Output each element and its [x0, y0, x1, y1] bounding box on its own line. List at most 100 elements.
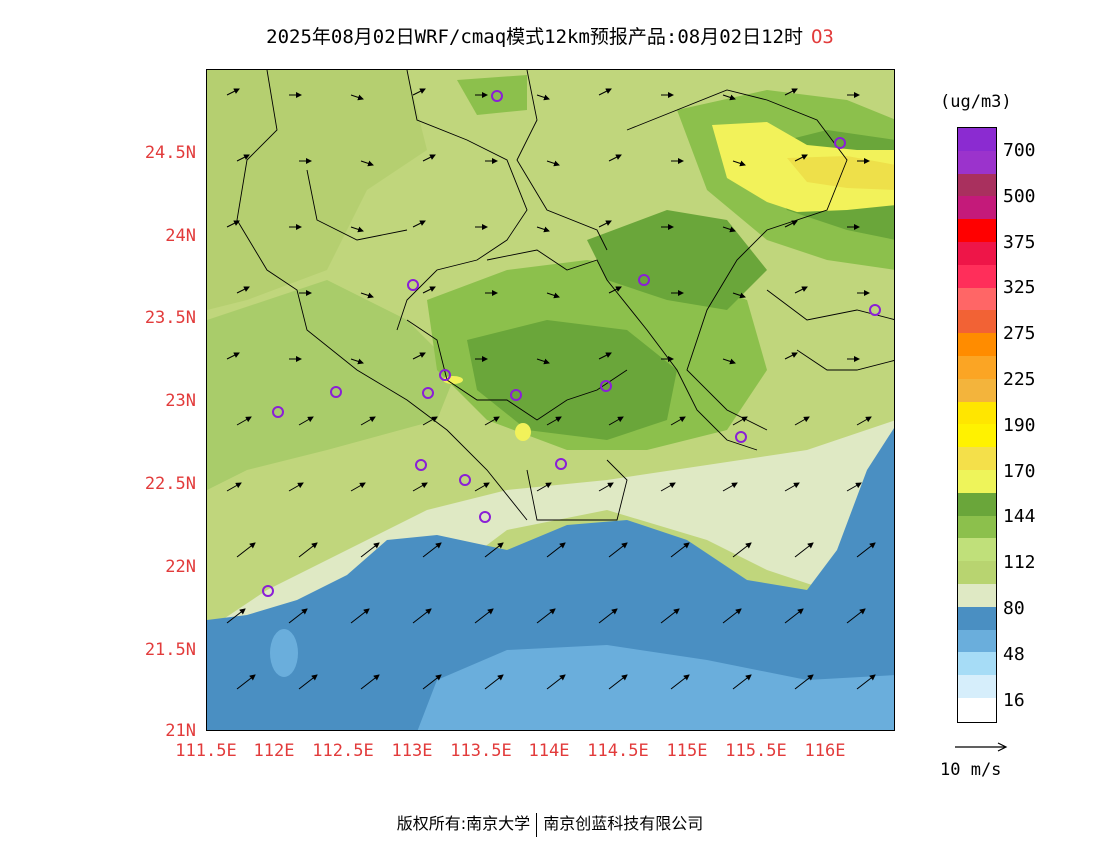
colorbar-swatch [958, 401, 996, 425]
wind-arrow [422, 154, 436, 162]
wind-arrow [226, 352, 240, 360]
colorbar-swatch [958, 128, 996, 151]
sea-area [207, 428, 894, 730]
wind-arrow [236, 154, 250, 162]
wind-arrow [732, 416, 748, 426]
colorbar-label: 170 [1003, 460, 1036, 482]
wind-arrow [288, 482, 304, 492]
wind-arrow [298, 542, 318, 558]
wind-arrow [536, 358, 550, 365]
wind-arrow [784, 88, 798, 96]
wind-arrow [536, 94, 550, 101]
wind-arrow [474, 482, 490, 492]
company-name: 南京创蓝科技有限公司 [543, 814, 704, 833]
colorbar-label: 500 [1003, 185, 1036, 207]
wind-arrow [660, 608, 680, 624]
colorbar-swatch [958, 264, 996, 288]
wind-arrow [732, 674, 752, 690]
lon-tick: 112E [253, 741, 295, 761]
wind-arrow [236, 674, 256, 690]
land-mid-region [207, 280, 457, 490]
wind-arrow [784, 482, 800, 492]
wind-arrow [794, 416, 810, 426]
wind-arrow [732, 542, 752, 558]
colorbar-swatch [958, 378, 996, 402]
admin-boundaries [236, 70, 894, 521]
wind-arrow [722, 94, 736, 101]
colorbar-label: 325 [1003, 277, 1036, 299]
wind-arrow [598, 88, 612, 96]
colorbar-swatch [958, 675, 996, 698]
monitoring-stations [262, 90, 881, 597]
wind-arrow [794, 154, 808, 162]
wind-arrow [536, 226, 550, 233]
station-marker [869, 304, 881, 316]
wind-arrow [608, 154, 622, 162]
lat-tick: 22.5N [144, 474, 196, 494]
station-marker [459, 474, 471, 486]
colorbar-swatch [958, 629, 996, 653]
station-marker [510, 389, 522, 401]
lat-tick: 22N [165, 557, 196, 577]
station-marker [638, 274, 650, 286]
ozone-hotspot [515, 423, 531, 441]
lat-tick: 24N [165, 226, 196, 246]
wind-arrow [360, 416, 376, 426]
colorbar-swatch [958, 287, 996, 311]
lon-tick: 112.5E [312, 741, 374, 761]
wind-arrow [236, 286, 250, 294]
colorbar-swatch [958, 219, 996, 242]
colorbar-label: 375 [1003, 231, 1036, 253]
wind-arrow [598, 352, 612, 360]
wind-arrow [608, 286, 622, 294]
land-mid-region [207, 70, 427, 310]
colorbar-label: 80 [1003, 598, 1025, 619]
colorbar-swatch [958, 447, 996, 470]
wind-arrow [422, 416, 438, 426]
colorbar-label: 48 [1003, 643, 1025, 665]
lon-tick: 111.5E [175, 741, 237, 761]
wind-arrow [670, 416, 686, 426]
colorbar-swatch [958, 310, 996, 334]
wind-arrow [856, 542, 876, 558]
lat-tick: 23N [165, 391, 196, 411]
wind-arrow [350, 358, 364, 365]
wind-arrow [226, 482, 242, 492]
wind-arrow [422, 542, 442, 558]
title-text: 2025年08月02日WRF/cmaq模式12km预报产品:08月02日12时 [266, 26, 803, 48]
wind-arrow [226, 220, 240, 228]
wind-arrow [350, 94, 364, 101]
wind-arrow [536, 482, 552, 492]
wind-arrow [794, 542, 814, 558]
lon-tick: 113E [391, 741, 433, 761]
land-higher-region [467, 320, 677, 440]
wind-arrow [546, 674, 566, 690]
station-marker [415, 459, 427, 471]
lat-tick: 23.5N [144, 308, 196, 328]
wind-arrow [298, 674, 318, 690]
wind-arrow [608, 674, 628, 690]
colorbar-label: 16 [1003, 689, 1025, 711]
station-marker [272, 406, 284, 418]
lon-tick: 115E [666, 741, 708, 761]
colorbar-unit: (ug/m3) [940, 92, 1012, 112]
wind-arrow [722, 608, 742, 624]
wind-arrow [794, 674, 814, 690]
colorbar-label: 112 [1003, 552, 1036, 574]
footer-separator [536, 812, 538, 837]
colorbar-swatch [958, 606, 996, 630]
wind-arrow [856, 674, 876, 690]
wind-arrow [722, 482, 738, 492]
colorbar-swatch [958, 538, 996, 562]
wind-arrow [546, 416, 562, 426]
colorbar-swatch [958, 652, 996, 676]
wind-arrow [412, 608, 432, 624]
sea-light-area [270, 629, 298, 677]
wind-arrow [846, 482, 862, 492]
coastal-band [207, 420, 894, 680]
lon-tick: 115.5E [725, 741, 787, 761]
ozone-hotspot-core [787, 156, 894, 190]
lat-tick: 21.5N [144, 640, 196, 660]
map-panel[interactable] [206, 69, 895, 731]
wind-vectors [226, 88, 876, 690]
